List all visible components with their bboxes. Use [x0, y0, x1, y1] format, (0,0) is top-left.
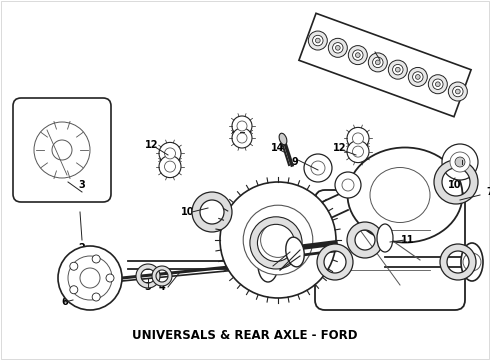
- Circle shape: [336, 45, 340, 50]
- Circle shape: [80, 268, 100, 288]
- Circle shape: [261, 222, 295, 257]
- Text: 12: 12: [333, 143, 347, 153]
- Circle shape: [304, 154, 332, 182]
- Circle shape: [165, 161, 175, 172]
- Text: 6: 6: [62, 297, 69, 307]
- Circle shape: [237, 133, 247, 143]
- Circle shape: [450, 152, 470, 172]
- Circle shape: [395, 67, 400, 72]
- Circle shape: [220, 182, 336, 298]
- Circle shape: [372, 57, 383, 68]
- Circle shape: [313, 35, 323, 46]
- Ellipse shape: [258, 248, 278, 282]
- Text: 9: 9: [292, 157, 298, 167]
- Wedge shape: [440, 244, 476, 280]
- FancyBboxPatch shape: [315, 190, 465, 310]
- Circle shape: [392, 64, 403, 75]
- Ellipse shape: [279, 133, 287, 145]
- Wedge shape: [317, 244, 353, 280]
- Circle shape: [428, 75, 447, 94]
- Circle shape: [70, 262, 78, 270]
- FancyBboxPatch shape: [13, 98, 111, 202]
- Circle shape: [335, 172, 361, 198]
- Circle shape: [311, 161, 325, 175]
- Circle shape: [159, 156, 181, 177]
- Text: 14: 14: [271, 143, 285, 153]
- Circle shape: [347, 141, 369, 163]
- Text: 9: 9: [462, 157, 468, 167]
- Text: 10: 10: [181, 207, 195, 217]
- Circle shape: [463, 253, 481, 271]
- Ellipse shape: [461, 243, 483, 281]
- Text: 1: 1: [270, 206, 276, 216]
- Circle shape: [448, 82, 467, 101]
- Text: 10: 10: [448, 180, 462, 190]
- Circle shape: [352, 146, 364, 157]
- Circle shape: [232, 116, 252, 136]
- Text: 2: 2: [78, 243, 85, 253]
- Wedge shape: [250, 217, 302, 269]
- Circle shape: [106, 274, 114, 282]
- Circle shape: [368, 53, 387, 72]
- Wedge shape: [152, 266, 172, 286]
- Circle shape: [68, 256, 112, 300]
- Circle shape: [159, 143, 181, 165]
- Text: 5: 5: [145, 282, 151, 292]
- Circle shape: [347, 127, 369, 149]
- Circle shape: [416, 75, 420, 79]
- Circle shape: [92, 255, 100, 263]
- Circle shape: [453, 86, 463, 97]
- Circle shape: [433, 79, 443, 89]
- Circle shape: [348, 46, 368, 64]
- Ellipse shape: [286, 237, 304, 267]
- Ellipse shape: [370, 167, 430, 222]
- Circle shape: [52, 140, 72, 160]
- Text: 3: 3: [78, 180, 85, 190]
- Wedge shape: [347, 222, 383, 258]
- Circle shape: [232, 128, 252, 148]
- Circle shape: [442, 144, 478, 180]
- Circle shape: [436, 82, 440, 87]
- Circle shape: [455, 89, 460, 94]
- Circle shape: [237, 121, 247, 131]
- Ellipse shape: [377, 224, 393, 252]
- Text: 8: 8: [367, 42, 373, 52]
- Circle shape: [355, 53, 360, 58]
- Ellipse shape: [347, 148, 463, 243]
- Circle shape: [375, 60, 380, 65]
- Text: 7: 7: [487, 187, 490, 197]
- Circle shape: [413, 72, 423, 82]
- Circle shape: [342, 179, 354, 191]
- Circle shape: [353, 50, 363, 60]
- Circle shape: [92, 293, 100, 301]
- Text: 13: 13: [231, 125, 245, 135]
- Wedge shape: [192, 192, 232, 232]
- Text: 15: 15: [265, 260, 279, 270]
- Circle shape: [333, 42, 343, 53]
- Circle shape: [352, 133, 364, 144]
- Circle shape: [34, 122, 90, 178]
- Circle shape: [316, 38, 320, 43]
- Text: 12: 12: [145, 140, 159, 150]
- Circle shape: [328, 38, 347, 57]
- Circle shape: [455, 157, 465, 167]
- Circle shape: [243, 205, 313, 275]
- Circle shape: [58, 246, 122, 310]
- FancyBboxPatch shape: [299, 13, 471, 117]
- Circle shape: [388, 60, 407, 79]
- Wedge shape: [434, 160, 478, 204]
- Circle shape: [308, 31, 327, 50]
- Circle shape: [165, 148, 175, 159]
- Text: 11: 11: [401, 235, 415, 245]
- Circle shape: [408, 67, 427, 86]
- Circle shape: [70, 286, 78, 294]
- Text: UNIVERSALS & REAR AXLE - FORD: UNIVERSALS & REAR AXLE - FORD: [132, 329, 358, 342]
- Text: 4: 4: [159, 282, 166, 292]
- Wedge shape: [136, 264, 160, 288]
